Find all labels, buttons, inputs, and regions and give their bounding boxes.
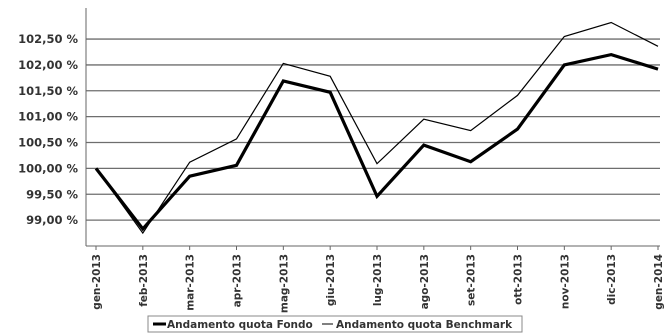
y-tick-label: 99,50 % (26, 187, 78, 201)
y-tick-label: 100,00 % (18, 161, 78, 175)
x-tick-label: mar-2013 (185, 254, 197, 311)
x-tick-label: dic-2013 (606, 254, 618, 305)
x-tick-label: apr-2013 (232, 254, 244, 307)
x-tick-label: set-2013 (466, 254, 478, 306)
legend-label-fondo: Andamento quota Fondo (167, 319, 313, 331)
series-line-fondo (94, 52, 659, 232)
y-tick-label: 102,00 % (18, 58, 78, 72)
series-lines (94, 21, 659, 235)
y-tick-label: 101,00 % (18, 110, 78, 124)
x-tick-label: nov-2013 (559, 254, 571, 309)
legend-box (147, 315, 523, 333)
x-tick-label: gen-2014 (653, 254, 664, 310)
x-tick-label: mag-2013 (278, 254, 290, 313)
plot-area (86, 8, 660, 246)
y-tick-label: 100,50 % (18, 136, 78, 150)
x-tick-label: lug-2013 (372, 254, 384, 306)
x-tick-labels: gen-2013 feb-2013 mar-2013 apr-2013 mag-2013… (91, 246, 664, 313)
y-tick-labels: 99,00 % 99,50 % 100,00 % 100,50 % 101,00 % 10… (18, 32, 78, 227)
x-tick-label: ott-2013 (513, 254, 525, 305)
y-tick-label: 101,50 % (18, 84, 78, 98)
gridlines (86, 38, 660, 221)
x-tick-label: giu-2013 (325, 254, 337, 306)
legend: Andamento quota Fondo Andamento quota Be… (147, 315, 523, 333)
series-line-benchmark (95, 21, 659, 235)
x-tick-label: ago-2013 (419, 254, 431, 309)
y-tick-label: 102,50 % (18, 32, 78, 46)
x-tick-label: gen-2013 (91, 254, 103, 310)
x-tick-label: feb-2013 (138, 254, 150, 307)
y-tick-label: 99,00 % (26, 213, 78, 227)
legend-label-benchmark: Andamento quota Benchmark (336, 319, 513, 331)
